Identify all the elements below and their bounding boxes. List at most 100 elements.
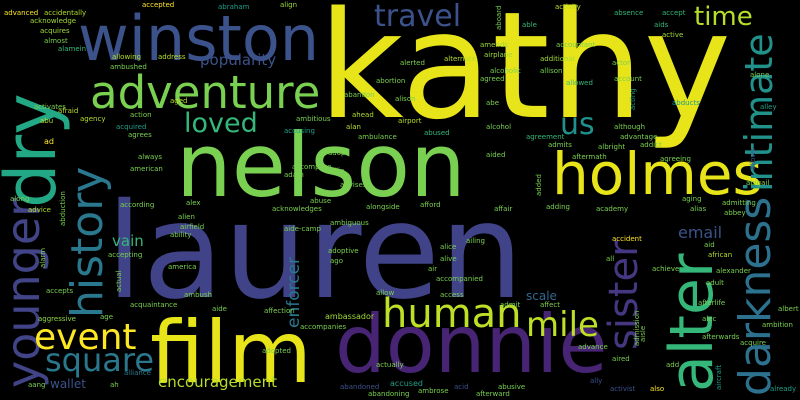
word-accused: accused [390, 379, 423, 388]
word-abortion: aged [170, 97, 188, 105]
word-younger: younger [0, 197, 50, 388]
word-ah: aang [28, 381, 46, 389]
word-alice: ago [330, 257, 344, 265]
word-aircraft: aircraft [715, 364, 723, 390]
word-adopt: always [138, 153, 163, 161]
word-acquired: allows [749, 148, 757, 170]
word-aged: alone [750, 71, 770, 79]
word-holmes: holmes [552, 140, 763, 208]
word-account: agreed [480, 75, 505, 83]
word-accidentally: accidentally [44, 9, 87, 17]
word-all: aired [612, 355, 630, 363]
word-addict: albright [598, 143, 626, 151]
word-aid: accident [612, 235, 642, 243]
word-allowed: abortion [376, 77, 406, 85]
word-abandoned: abandoned [340, 383, 380, 391]
word-african: african [708, 251, 733, 259]
word-popularity: popularity [200, 51, 277, 69]
word-kathy: kathy [318, 0, 732, 152]
word-time: time [694, 2, 753, 32]
word-alison: abducts [672, 99, 700, 107]
word-aired: aide-camp [284, 225, 321, 233]
word-history: history [62, 166, 113, 318]
word-afterlife: affect [540, 301, 561, 309]
word-admitting: academy [596, 205, 629, 213]
word-already: already [770, 385, 797, 393]
word-acquires: acquires [40, 27, 70, 35]
word-absence: absence [614, 9, 644, 17]
word-donnie: donnie [335, 298, 608, 391]
word-advises: adam [284, 171, 304, 179]
word-alarm: abduction [59, 191, 67, 226]
word-alternate: address [158, 53, 186, 61]
word-allie: advises [340, 181, 367, 189]
word-activated: admission [633, 310, 641, 346]
word-alec: albert [778, 305, 799, 313]
word-accusing: acquired [116, 123, 147, 131]
word-vain: vain [112, 232, 144, 250]
word-advice: advice [28, 206, 51, 214]
word-accepted: accepted [142, 1, 175, 9]
word-adding: affair [494, 205, 513, 213]
word-film: film [150, 303, 312, 400]
word-according: alarm [39, 247, 47, 268]
word-added: abandon [344, 91, 375, 99]
word-abigail: agreeing [660, 155, 691, 163]
word-allowing: additional [540, 55, 575, 63]
word-alliance: alliance [124, 369, 152, 377]
word-abusive: abusive [498, 383, 526, 391]
word-actor: able [522, 21, 537, 29]
word-ambitious: alan [346, 123, 361, 131]
word-abduction: accepting [108, 251, 143, 259]
word-agreeing: aftermath [572, 153, 607, 161]
word-ambulance: agrees [128, 131, 152, 139]
word-alone: account [614, 75, 642, 83]
word-ambassador: ambassador [325, 312, 375, 321]
word-affair: afford [420, 201, 441, 209]
word-activist: activist [610, 385, 636, 393]
word-also: also [650, 385, 665, 393]
word-admit: alec [702, 315, 717, 323]
word-mile: mile [526, 305, 599, 345]
word-admission: aisle [639, 325, 647, 342]
word-winston: winston [78, 2, 320, 75]
word-abducts: alley [760, 103, 777, 111]
word-admits: advantage [620, 133, 658, 141]
word-america: according [120, 201, 155, 209]
word-afraid: activates [34, 103, 66, 111]
word-address: allowing [112, 53, 142, 61]
word-actually: access [440, 291, 464, 299]
word-lauren: lauren [106, 175, 524, 329]
word-aging: admitting [722, 199, 756, 207]
word-aboard: accountant [556, 41, 596, 49]
word-accompanied: alive [440, 255, 457, 263]
word-advantage: agreement [526, 133, 565, 141]
word-activity: activity [555, 3, 581, 11]
word-airplane: alternate [444, 55, 476, 63]
word-scale: scale [526, 289, 557, 303]
word-advanced: advanced [4, 9, 39, 17]
word-albright: admits [548, 141, 572, 149]
word-ad: ad [44, 137, 54, 146]
word-albert: afterlife [698, 299, 726, 307]
word-always: abigail [746, 179, 770, 187]
word-acting: allowed [566, 79, 593, 87]
word-email: email [678, 223, 723, 242]
word-aisle: aided [486, 151, 506, 159]
word-airport: airport [398, 117, 422, 125]
word-alive: alice [440, 243, 457, 251]
word-activates: abe [486, 99, 500, 107]
word-adoptive: america [168, 263, 197, 271]
word-ally: ally [590, 377, 603, 385]
word-darkness: darkness [730, 196, 781, 396]
word-us: us [560, 107, 595, 142]
word-abu: afraid [58, 107, 79, 115]
word-advance: add [666, 361, 680, 369]
word-additional: alerted [400, 59, 425, 67]
word-active: aids [654, 21, 669, 29]
word-ambition: acquire [740, 339, 766, 347]
word-alcohol: ambitious [296, 115, 331, 123]
word-human: human [382, 291, 522, 337]
word-ambrose: abandoning [368, 390, 410, 398]
